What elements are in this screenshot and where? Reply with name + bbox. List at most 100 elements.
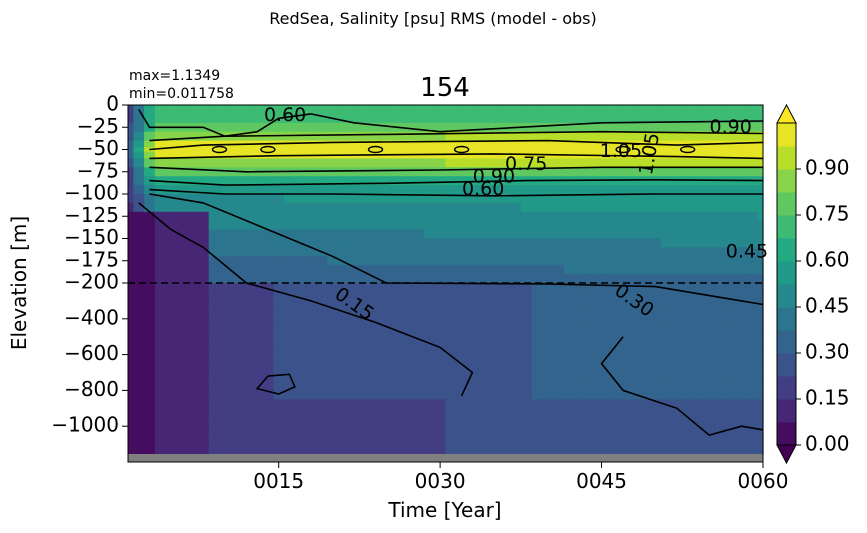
heatmap-cell (531, 211, 543, 222)
heatmap-cell (628, 345, 640, 365)
y-tick-label: −100 (64, 181, 119, 205)
heatmap-cell (488, 158, 500, 168)
heatmap-cell (230, 202, 242, 213)
heatmap-cell (725, 381, 737, 400)
heatmap-cell (445, 122, 457, 133)
heatmap-cell (606, 202, 619, 213)
heatmap-cell (424, 274, 436, 284)
heatmap-cell (165, 399, 178, 418)
heatmap-cell (327, 435, 339, 454)
colorbar-segment (777, 307, 796, 331)
heatmap-cell (359, 363, 371, 383)
heatmap-cell (413, 158, 425, 168)
heatmap-cell (327, 345, 339, 365)
heatmap-cell (606, 185, 619, 195)
heatmap-cell (337, 435, 350, 454)
heatmap-cell (477, 151, 490, 159)
heatmap-cell (456, 131, 468, 142)
heatmap-cell (542, 140, 554, 148)
heatmap-cell (133, 363, 145, 383)
heatmap-cell (262, 417, 274, 436)
heatmap-cell (219, 283, 231, 294)
heatmap-cell (617, 158, 630, 168)
heatmap-cell (359, 220, 371, 231)
heatmap-cell (628, 435, 640, 454)
heatmap-cell (284, 147, 296, 153)
heatmap-cell (660, 274, 673, 284)
heatmap-cell (273, 417, 285, 436)
heatmap-cell (284, 220, 296, 231)
heatmap-cell (413, 131, 425, 142)
heatmap-cell (693, 105, 705, 115)
heatmap-cell (305, 309, 317, 329)
heatmap-cell (671, 167, 683, 177)
heatmap-cell (133, 140, 145, 148)
heatmap-cell (531, 247, 543, 257)
y-tick-label: −600 (64, 341, 119, 365)
heatmap-cell (434, 265, 447, 275)
heatmap-cell (187, 176, 199, 186)
heatmap-cell (165, 176, 178, 186)
heatmap-cell (128, 113, 134, 124)
heatmap-cell (650, 176, 662, 186)
heatmap-cell (693, 211, 705, 222)
heatmap-cell (499, 381, 511, 400)
heatmap-cell (467, 105, 479, 115)
heatmap-cell (563, 283, 576, 294)
heatmap-cell (241, 122, 253, 133)
heatmap-cell (380, 363, 393, 383)
heatmap-cell (467, 417, 479, 436)
heatmap-cell (154, 194, 167, 204)
heatmap-cell (337, 399, 350, 418)
heatmap-cell (348, 417, 360, 436)
heatmap-cell (391, 113, 404, 124)
heatmap-cell (251, 202, 264, 213)
heatmap-cell (628, 247, 640, 257)
heatmap-cell (391, 327, 404, 347)
heatmap-cell (714, 229, 726, 240)
heatmap-cell (219, 327, 231, 347)
heatmap-cell (671, 327, 683, 347)
heatmap-cell (294, 122, 307, 133)
heatmap-cell (424, 399, 436, 418)
heatmap-cell (165, 274, 178, 284)
heatmap-cell (563, 381, 576, 400)
heatmap-cell (606, 309, 619, 329)
heatmap-cell (553, 309, 565, 329)
figure-suptitle: RedSea, Salinity [psu] RMS (model - obs) (269, 9, 597, 28)
heatmap-cell (510, 292, 522, 311)
heatmap-cell (445, 140, 457, 148)
heatmap-cell (413, 151, 425, 159)
heatmap-cell (219, 176, 231, 186)
heatmap-cell (230, 113, 242, 124)
heatmap-cell (241, 151, 253, 159)
heatmap-cell (230, 363, 242, 383)
heatmap-cell (757, 453, 764, 455)
heatmap-cell (241, 211, 253, 222)
heatmap-cell (499, 229, 511, 240)
heatmap-cell (144, 113, 156, 124)
heatmap-cell (531, 229, 543, 240)
heatmap-cell (294, 309, 307, 329)
heatmap-cell (133, 435, 145, 454)
heatmap-cell (639, 309, 651, 329)
heatmap-cell (241, 381, 253, 400)
heatmap-cell (445, 265, 457, 275)
heatmap-cell (736, 140, 748, 148)
heatmap-cell (499, 309, 511, 329)
heatmap-cell (359, 274, 371, 284)
heatmap-cell (757, 247, 764, 257)
heatmap-cell (553, 131, 565, 142)
heatmap-cell (585, 265, 597, 275)
heatmap-cell (617, 220, 630, 231)
heatmap-cell (488, 185, 500, 195)
heatmap-cell (596, 131, 608, 142)
heatmap-cell (219, 417, 231, 436)
heatmap-cell (488, 167, 500, 177)
heatmap-cell (391, 194, 404, 204)
heatmap-cell (456, 256, 468, 266)
x-tick-label: 0060 (738, 469, 789, 493)
heatmap-cell (596, 265, 608, 275)
contour-line (138, 109, 764, 138)
heatmap-cell (606, 274, 619, 284)
